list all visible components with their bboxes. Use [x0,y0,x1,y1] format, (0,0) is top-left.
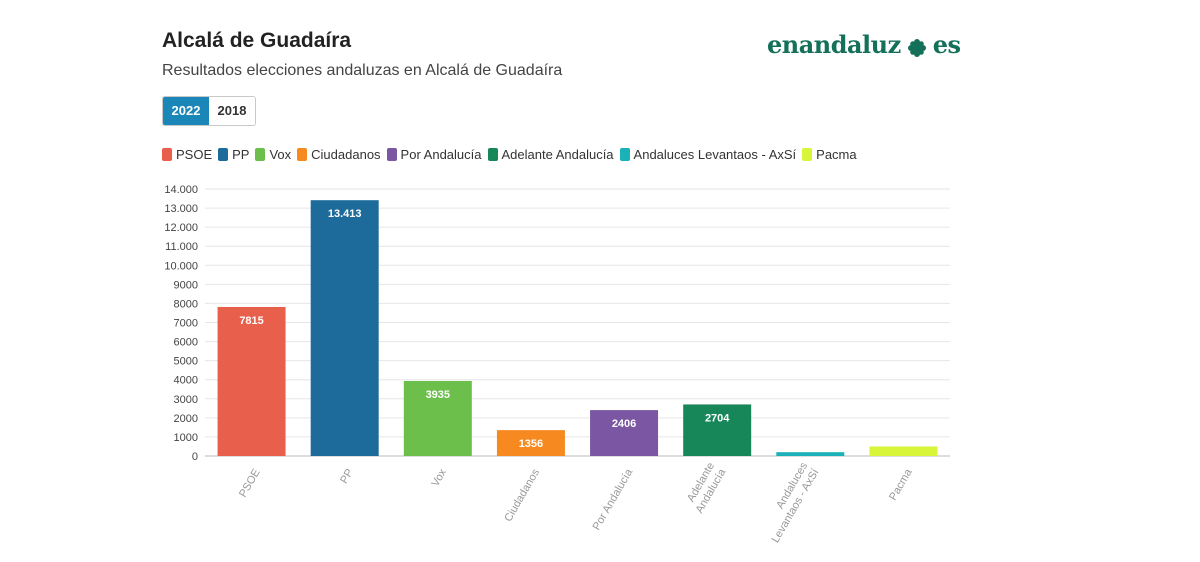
y-tick-label: 0 [192,451,198,463]
legend-label: Vox [269,147,292,162]
legend-item[interactable]: Ciudadanos [297,147,381,162]
legend-swatch [802,148,813,161]
legend-item[interactable]: PP [218,147,249,162]
bar [496,430,565,456]
bar-chart: 0 1000 2000 3000 4000 5000 6000 7000 8000 9000 10.… [164,184,950,545]
legend-label: Adelante Andalucía [501,147,614,162]
x-tick-line: Ciudadanos [502,467,542,524]
legend-item[interactable]: Adelante Andalucía [487,147,614,162]
y-tick-label: 9000 [174,279,198,291]
bar [683,404,752,456]
y-tick-label: 13.000 [164,203,198,215]
bar [776,452,845,456]
legend-item[interactable]: Pacma [802,147,857,162]
legend-item[interactable]: Andaluces Levantaos - AxSí [619,147,797,162]
legend-label: Por Andalucía [400,147,482,162]
bar [590,410,659,456]
x-tick-line: Por Andalucía [591,466,636,532]
y-tick-label: 3000 [174,394,198,406]
legend-swatch [619,148,630,161]
data-label: 2704 [705,412,730,424]
x-tick-label: Ciudadanos [502,467,542,524]
y-tick-label: 8000 [174,298,198,310]
brand-logo: enandaluz es [767,30,961,59]
bar [217,306,286,456]
logo-text-suffix: es [932,30,961,59]
tab-2022[interactable]: 2022 [163,97,209,125]
data-label: 3935 [426,389,450,401]
flower-icon [907,35,927,57]
x-tick-label: Vox [429,467,449,489]
bar [869,446,938,456]
legend-item[interactable]: Vox [255,147,291,162]
data-label: 13.413 [328,208,362,220]
legend-label: PP [232,147,250,162]
page-title: Alcalá de Guadaíra [162,29,352,52]
data-label: 7815 [239,315,263,327]
y-tick-label: 5000 [174,356,198,368]
legend-swatch [255,148,266,161]
legend-label: Andaluces Levantaos - AxSí [633,147,797,162]
legend-swatch [162,148,172,161]
x-tick-label: Por Andalucía [591,466,636,532]
bar [310,200,379,456]
page-subtitle: Resultados elecciones andaluzas en Alcal… [162,62,563,79]
y-tick-label: 1000 [174,432,198,444]
logo-text-main: enandaluz [767,30,901,59]
legend-swatch [386,148,397,161]
tab-2018[interactable]: 2018 [209,97,255,125]
data-label: 1356 [519,438,543,450]
data-label: 2406 [612,418,636,430]
y-tick-label: 2000 [174,413,198,425]
legend-label: PSOE [176,147,213,162]
x-tick-line: Pacma [887,466,915,502]
y-tick-label: 7000 [174,318,198,330]
y-tick-label: 6000 [174,337,198,349]
legend-label: Ciudadanos [311,147,381,162]
y-tick-label: 14.000 [164,184,198,196]
legend-item[interactable]: PSOE [162,147,212,162]
x-tick-label: Pacma [887,466,915,502]
legend-item[interactable]: Por Andalucía [386,147,482,162]
legend-label: Pacma [816,147,857,162]
bar [403,380,472,456]
x-tick-label: PP [338,467,356,486]
x-tick-label: PSOE [237,467,263,499]
y-tick-label: 11.000 [165,241,198,253]
legend-swatch [218,148,229,161]
x-tick-line: Vox [429,467,449,489]
year-tabs: 2022 2018 [162,96,256,126]
x-tick-line: PSOE [237,467,263,499]
chart-legend: PSOE PP Vox Ciudadanos Por Andalucía Adelante… [162,147,859,162]
x-tick-line: PP [338,467,356,486]
y-tick-label: 4000 [174,375,198,387]
legend-swatch [297,148,308,161]
legend-swatch [487,148,498,161]
y-tick-label: 12.000 [164,222,198,234]
y-tick-label: 10.000 [164,260,198,272]
